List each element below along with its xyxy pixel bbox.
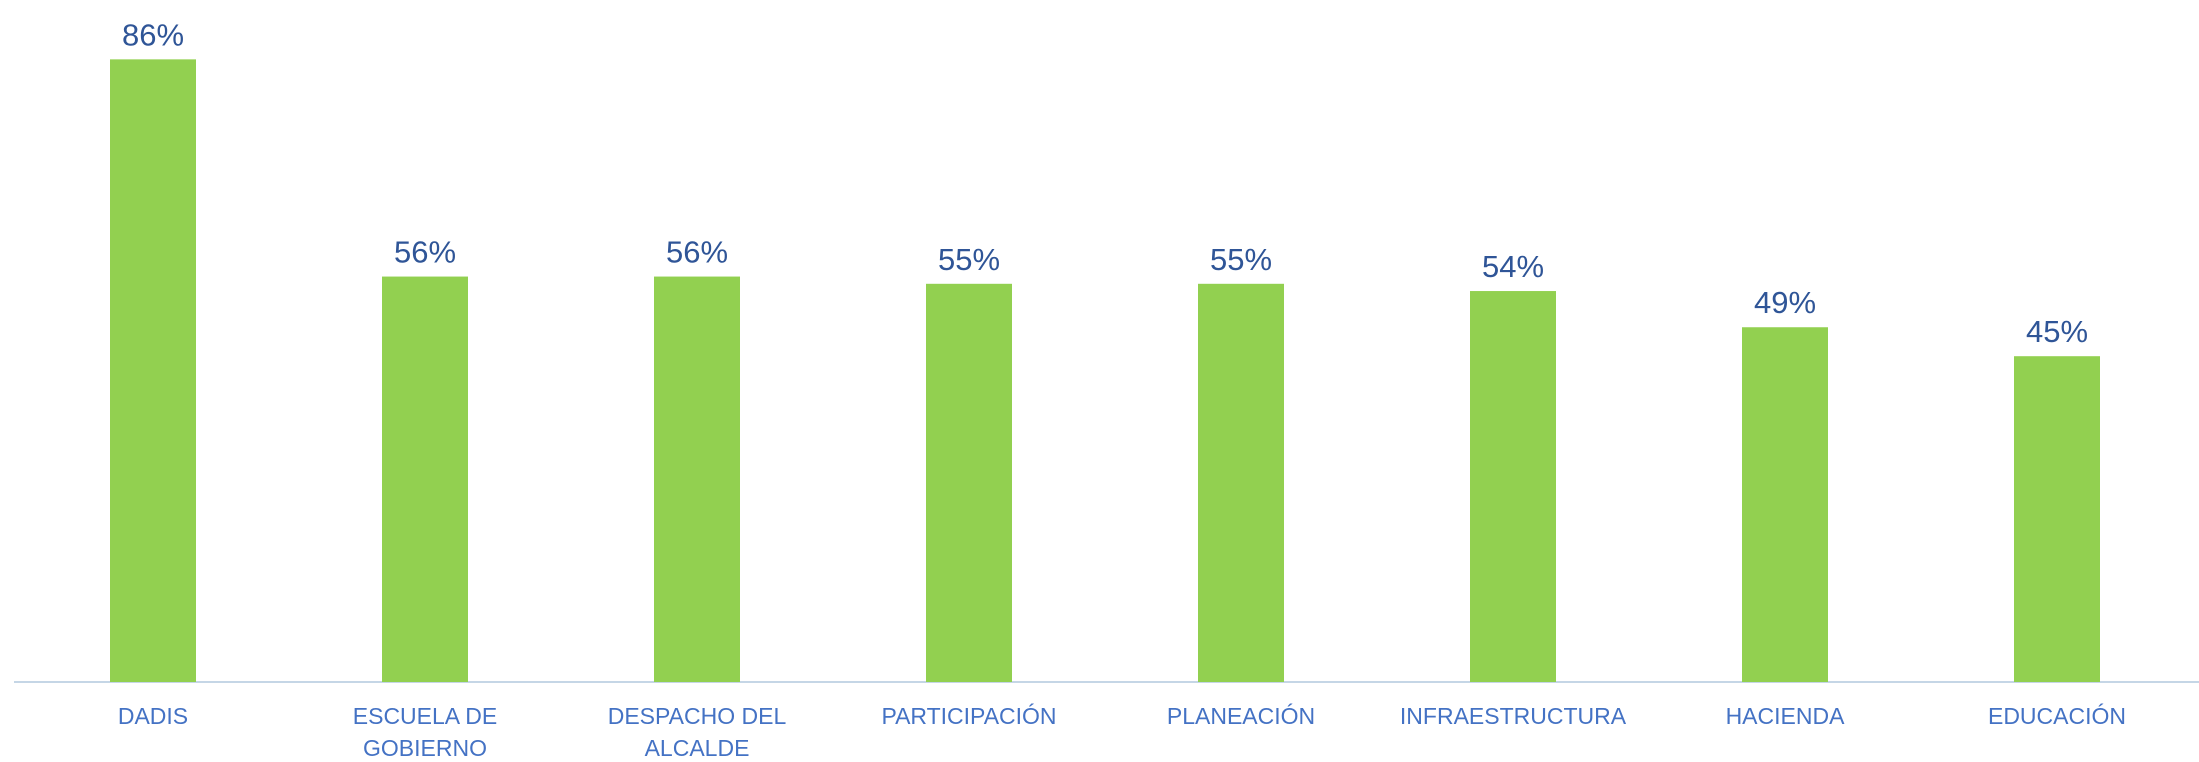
x-tick-label: HACIENDA xyxy=(1725,703,1845,729)
bar xyxy=(926,283,1012,682)
x-tick-label: PLANEACIÓN xyxy=(1166,703,1316,729)
bar xyxy=(2014,356,2100,682)
bar xyxy=(1198,283,1284,682)
value-label: 54% xyxy=(1482,249,1544,284)
x-tick-label: ESCUELA DE GOBIERNO xyxy=(352,703,498,761)
value-label: 45% xyxy=(2026,314,2088,349)
value-label: 56% xyxy=(394,235,456,270)
value-label: 86% xyxy=(122,17,184,52)
bar xyxy=(1742,327,1828,682)
bar xyxy=(654,276,740,682)
bar xyxy=(382,276,468,682)
value-label: 55% xyxy=(1210,242,1272,277)
value-label: 56% xyxy=(666,235,728,270)
bar xyxy=(1470,291,1556,682)
x-tick-label: INFRAESTRUCTURA xyxy=(1399,703,1627,729)
x-tick-label: DADIS xyxy=(117,703,189,729)
x-tick-label: DESPACHO DEL ALCALDE xyxy=(607,703,787,761)
value-label: 55% xyxy=(938,242,1000,277)
x-tick-label: PARTICIPACIÓN xyxy=(881,703,1057,729)
x-tick-label: EDUCACIÓN xyxy=(1987,703,2126,729)
value-label: 49% xyxy=(1754,285,1816,320)
bar xyxy=(110,59,196,683)
